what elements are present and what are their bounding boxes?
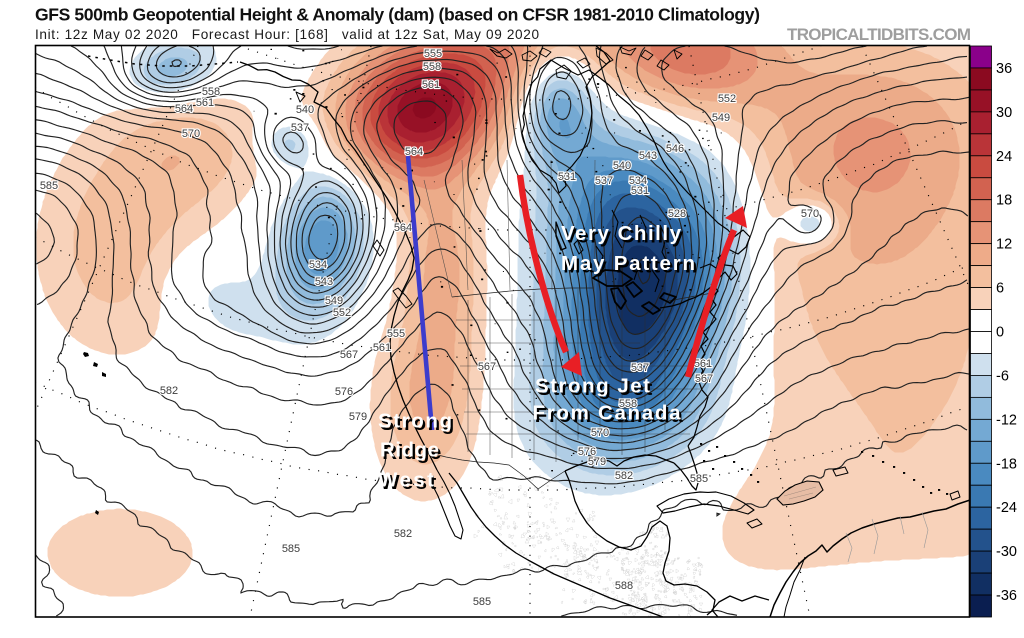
- svg-text:555: 555: [387, 328, 405, 340]
- svg-text:546: 546: [666, 143, 684, 155]
- svg-text:582: 582: [160, 385, 178, 397]
- svg-text:-24: -24: [996, 500, 1017, 516]
- svg-text:531: 531: [631, 185, 649, 197]
- svg-text:Init: 12z May 02 2020 Foreca: Init: 12z May 02 2020 Forecast Hour: [16…: [35, 27, 539, 42]
- svg-text:24: 24: [996, 149, 1012, 165]
- svg-text:-6: -6: [996, 368, 1009, 384]
- svg-text:36: 36: [996, 61, 1012, 77]
- svg-text:576: 576: [335, 386, 353, 398]
- svg-text:558: 558: [619, 398, 637, 410]
- svg-text:-18: -18: [996, 456, 1017, 472]
- svg-text:549: 549: [712, 112, 730, 124]
- svg-text:Strong: Strong: [380, 412, 454, 435]
- svg-text:Ridge: Ridge: [382, 441, 441, 464]
- svg-text:Ridge: Ridge: [380, 439, 439, 462]
- svg-text:588: 588: [615, 580, 633, 592]
- svg-text:579: 579: [588, 456, 606, 468]
- svg-text:561: 561: [196, 97, 214, 109]
- svg-text:561: 561: [373, 342, 391, 354]
- svg-text:From Canada: From Canada: [535, 404, 684, 427]
- svg-text:567: 567: [695, 373, 713, 385]
- svg-text:528: 528: [668, 208, 686, 220]
- svg-text:GFS 500mb Geopotential Height: GFS 500mb Geopotential Height & Anomaly …: [35, 5, 760, 25]
- svg-text:534: 534: [629, 175, 647, 187]
- svg-text:585: 585: [40, 180, 58, 192]
- svg-text:582: 582: [394, 528, 412, 540]
- svg-text:543: 543: [315, 276, 333, 288]
- svg-text:567: 567: [478, 361, 496, 373]
- svg-text:Very Chilly: Very Chilly: [561, 222, 682, 245]
- svg-text:18: 18: [996, 193, 1012, 209]
- svg-text:561: 561: [694, 358, 712, 370]
- svg-text:West: West: [380, 471, 436, 494]
- svg-text:-12: -12: [996, 412, 1017, 428]
- svg-text:558: 558: [423, 61, 441, 73]
- svg-text:540: 540: [613, 160, 631, 172]
- svg-text:552: 552: [718, 93, 736, 105]
- svg-text:537: 537: [291, 122, 309, 134]
- svg-text:561: 561: [422, 79, 440, 91]
- svg-text:585: 585: [473, 596, 491, 608]
- svg-text:555: 555: [424, 48, 442, 60]
- svg-text:564: 564: [405, 146, 423, 158]
- svg-text:582: 582: [615, 470, 633, 482]
- svg-text:537: 537: [631, 362, 649, 374]
- svg-text:Strong Jet: Strong Jet: [537, 377, 652, 400]
- svg-text:534: 534: [309, 259, 327, 271]
- svg-text:564: 564: [394, 222, 412, 234]
- svg-text:30: 30: [996, 105, 1012, 121]
- svg-text:From Canada: From Canada: [533, 402, 682, 425]
- svg-text:Very Chilly: Very Chilly: [563, 224, 684, 247]
- svg-text:537: 537: [595, 175, 613, 187]
- svg-text:576: 576: [578, 446, 596, 458]
- svg-text:567: 567: [340, 349, 358, 361]
- svg-text:540: 540: [296, 104, 314, 116]
- svg-text:579: 579: [349, 411, 367, 423]
- svg-text:TROPICALTIDBITS.COM: TROPICALTIDBITS.COM: [787, 25, 971, 44]
- svg-text:570: 570: [591, 427, 609, 439]
- svg-text:585: 585: [282, 543, 300, 555]
- svg-text:552: 552: [333, 307, 351, 319]
- svg-text:-30: -30: [996, 544, 1017, 560]
- svg-text:531: 531: [558, 171, 576, 183]
- svg-text:543: 543: [639, 150, 657, 162]
- svg-text:0: 0: [996, 325, 1004, 341]
- svg-text:549: 549: [325, 295, 343, 307]
- svg-text:West: West: [378, 469, 434, 492]
- svg-text:Strong Jet: Strong Jet: [535, 375, 650, 398]
- svg-text:585: 585: [690, 473, 708, 485]
- svg-text:570: 570: [801, 208, 819, 220]
- svg-text:558: 558: [202, 86, 220, 98]
- svg-text:6: 6: [996, 281, 1004, 297]
- svg-text:12: 12: [996, 237, 1012, 253]
- svg-text:564: 564: [175, 103, 193, 115]
- svg-text:-36: -36: [996, 588, 1017, 604]
- svg-text:Strong: Strong: [378, 410, 452, 433]
- svg-text:570: 570: [182, 128, 200, 140]
